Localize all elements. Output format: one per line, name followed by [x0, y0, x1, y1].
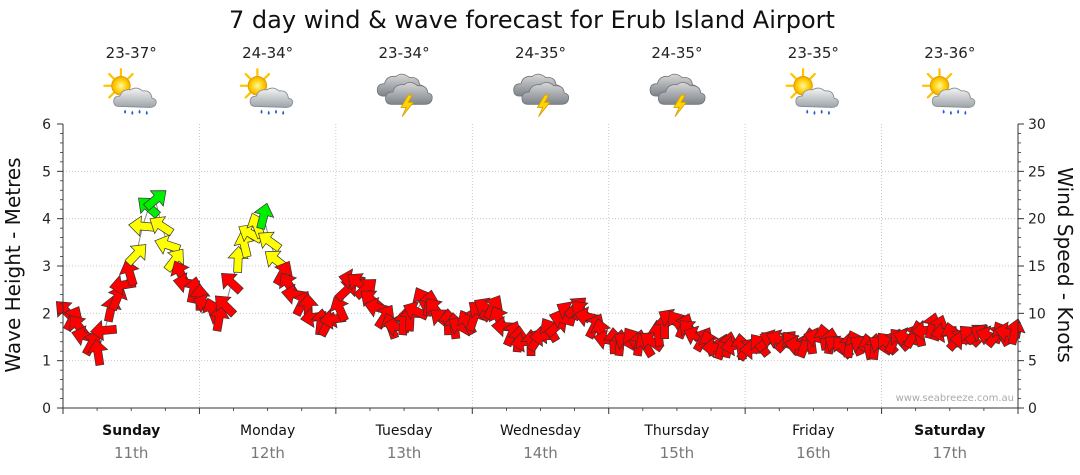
day-label: Wednesday	[500, 423, 581, 439]
day-label: Thursday	[643, 423, 709, 439]
date-label: 14th	[523, 444, 557, 462]
right-tick-label: 30	[1028, 117, 1046, 133]
right-tick-label: 5	[1028, 354, 1037, 370]
chart-title: 7 day wind & wave forecast for Erub Isla…	[229, 6, 835, 34]
wind-arrow	[208, 304, 230, 332]
date-label: 17th	[933, 444, 967, 462]
wind-arrow	[258, 231, 283, 253]
temperature-range: 24-35°	[651, 44, 702, 62]
wind-wave-arrows	[55, 190, 1026, 366]
thunderstorm-icon	[513, 73, 570, 118]
day-label: Saturday	[914, 423, 985, 439]
temperature-range: 24-35°	[515, 44, 566, 62]
right-tick-label: 25	[1028, 164, 1046, 180]
sun-cloud-rain-icon	[921, 68, 977, 116]
left-tick-label: 3	[42, 259, 51, 275]
right-tick-label: 15	[1028, 259, 1046, 275]
sun-cloud-rain-icon	[785, 68, 840, 116]
wind-arrow	[403, 300, 430, 321]
sun-cloud-rain-icon	[103, 68, 158, 116]
day-headers: 23-37° 24-34° 23-34° 24-35° 24-35° 23-35° 23-3…	[103, 44, 977, 118]
wind-arrow	[214, 295, 238, 318]
x-axis: Sunday 11th Monday 12th Tuesday 13th Wednesday…	[62, 407, 1019, 462]
right-tick-label: 0	[1028, 401, 1037, 417]
credit-text: www.seabreeze.com.au	[896, 393, 1014, 404]
date-label: 15th	[660, 444, 694, 462]
wind-arrow	[253, 202, 275, 230]
temperature-range: 23-35°	[788, 44, 839, 62]
thunderstorm-icon	[376, 73, 433, 118]
wind-arrow	[1004, 318, 1026, 346]
right-axis: 0 5 10 15 20 25 30	[1017, 117, 1046, 417]
wind-arrow	[87, 338, 109, 366]
day-label: Monday	[240, 423, 295, 439]
day-label: Friday	[792, 423, 834, 439]
sun-cloud-rain-icon	[239, 68, 294, 116]
left-tick-label: 1	[42, 354, 51, 370]
thunderstorm-icon	[649, 73, 706, 118]
date-label: 12th	[250, 444, 284, 462]
temperature-range: 24-34°	[242, 44, 293, 62]
day-label: Tuesday	[375, 423, 433, 439]
y-axis-right-title: Wind Speed - Knots	[1053, 167, 1077, 363]
date-label: 13th	[387, 444, 421, 462]
wind-arrow	[89, 319, 118, 342]
day-label: Sunday	[102, 423, 160, 439]
y-axis-left-title: Wave Height - Metres	[1, 157, 25, 372]
wind-arrow	[119, 259, 140, 287]
wind-arrow	[233, 231, 255, 259]
date-label: 11th	[114, 444, 148, 462]
right-tick-label: 10	[1028, 306, 1046, 322]
temperature-range: 23-36°	[924, 44, 975, 62]
left-tick-label: 0	[42, 401, 51, 417]
left-tick-label: 4	[42, 212, 51, 228]
wind-arrow	[143, 190, 167, 212]
grid-lines	[63, 124, 1018, 408]
date-label: 16th	[796, 444, 830, 462]
left-tick-label: 5	[42, 164, 51, 180]
wind-arrow	[124, 244, 147, 267]
wind-arrow	[149, 216, 175, 237]
left-axis: 0 1 2 3 4 5 6	[42, 117, 64, 417]
temperature-range: 23-37°	[106, 44, 157, 62]
wind-arrow	[221, 273, 244, 295]
wind-arrow	[163, 248, 184, 273]
wind-arrow	[329, 296, 350, 323]
right-tick-label: 20	[1028, 212, 1046, 228]
wind-arrow	[154, 234, 182, 255]
left-tick-label: 6	[42, 117, 51, 133]
left-tick-label: 2	[42, 306, 51, 322]
temperature-range: 23-34°	[379, 44, 430, 62]
